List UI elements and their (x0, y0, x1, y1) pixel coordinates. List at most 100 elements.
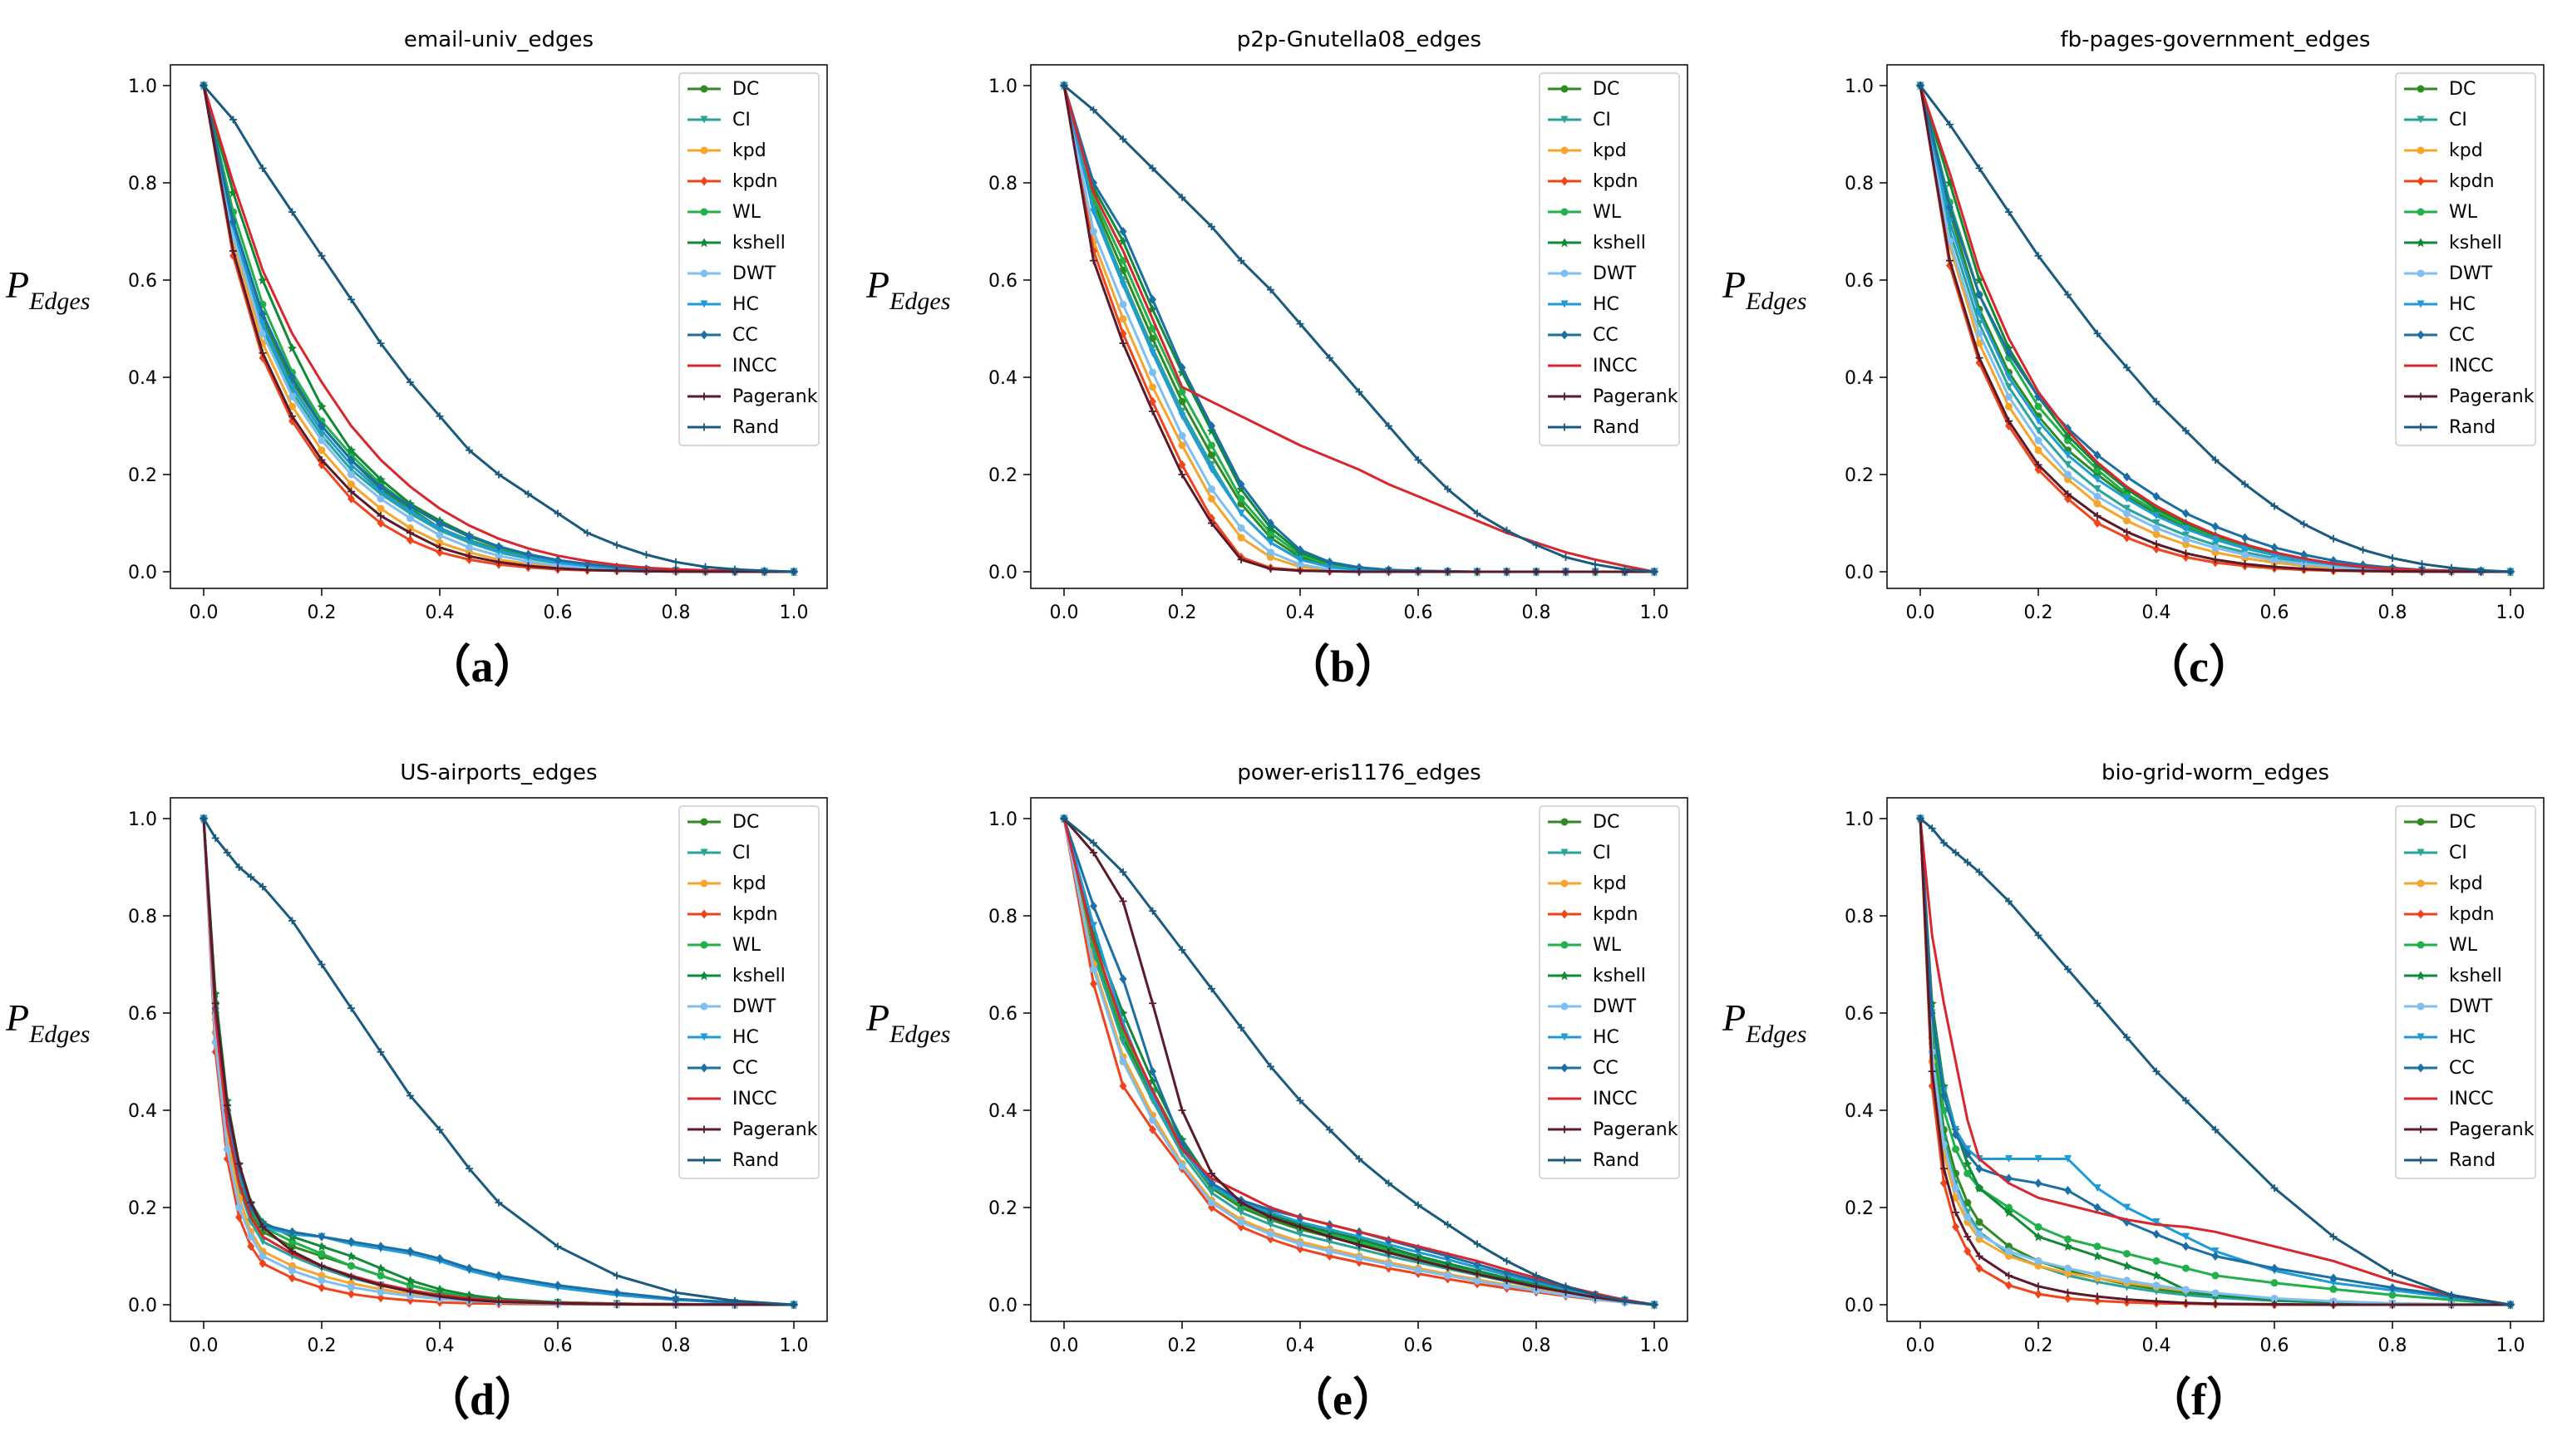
data-point (2211, 1252, 2220, 1261)
y-tick-label: 0.6 (128, 271, 157, 292)
data-point (2152, 1297, 2161, 1306)
data-point (466, 544, 473, 552)
data-point (1473, 1276, 1481, 1285)
legend-label: CI (2449, 110, 2467, 130)
x-tick-label: 1.0 (780, 603, 809, 623)
data-point (288, 1227, 296, 1237)
legend-entry: INCC (1548, 1089, 1638, 1109)
data-point (347, 487, 355, 495)
data-point (2064, 470, 2072, 479)
data-point (1916, 814, 1924, 823)
legend-label: WL (1593, 202, 1622, 223)
legend-entry: CI (2404, 843, 2467, 863)
data-point (1119, 897, 1127, 905)
legend-label: CI (732, 110, 751, 130)
data-point (2388, 1301, 2397, 1309)
data-point (288, 392, 296, 401)
data-point (1503, 1276, 1510, 1285)
data-point (1090, 922, 1097, 930)
data-point (1208, 519, 1215, 527)
data-point (2005, 1173, 2013, 1183)
y-tick-label: 0.2 (128, 465, 157, 486)
data-point (229, 247, 237, 255)
data-point (2033, 1232, 2043, 1242)
data-point (1296, 555, 1304, 563)
series-Pagerank (1916, 814, 2515, 1309)
series-Rand (200, 81, 798, 576)
legend-label: WL (1593, 935, 1622, 956)
data-point (2182, 1242, 2190, 1252)
y-tick-label: 0.0 (988, 1296, 1017, 1316)
legend-entry: Rand (687, 1150, 779, 1171)
panel-label: （f） (2146, 1375, 2251, 1424)
data-point (1939, 1164, 1948, 1173)
data-point (1208, 421, 1215, 430)
data-point (1208, 1198, 1215, 1207)
data-point (1650, 1301, 1658, 1309)
data-point (2270, 543, 2279, 553)
panel-label: （e） (1288, 1375, 1397, 1424)
legend-entry: kpdn (687, 171, 778, 192)
data-point (347, 1004, 355, 1012)
data-point (318, 1232, 326, 1242)
data-point (1355, 1232, 1363, 1241)
legend-entry: INCC (687, 1089, 777, 1109)
data-point (613, 541, 621, 549)
data-point (2241, 533, 2249, 543)
data-point (2093, 999, 2101, 1007)
data-point (2300, 564, 2308, 573)
legend: DC CI kpd kpdn WL kshell DWT HC CC INCC Pagerank Ra… (2395, 72, 2536, 446)
data-point (1503, 526, 1510, 534)
panel-label: （d） (425, 1375, 540, 1424)
data-point (377, 1293, 385, 1303)
legend-label: HC (1593, 294, 1619, 315)
x-tick-label: 0.0 (1906, 1335, 1935, 1356)
legend-entry: Rand (2404, 417, 2496, 438)
data-point (1237, 1218, 1245, 1227)
data-point (1562, 553, 1569, 561)
legend-label: DC (2449, 79, 2476, 100)
data-point (2093, 1242, 2101, 1251)
data-point (466, 537, 473, 545)
data-point (2063, 430, 2072, 440)
legend-label: kpdn (732, 171, 778, 192)
data-point (2211, 535, 2220, 544)
data-point (1326, 563, 1333, 571)
data-point (2123, 509, 2131, 518)
y-tick-label: 0.8 (988, 174, 1017, 194)
data-point (1178, 1162, 1186, 1170)
x-tick-label: 0.2 (1168, 1335, 1197, 1356)
data-point (1237, 534, 1245, 542)
data-point (2093, 492, 2101, 500)
data-point (2152, 1067, 2161, 1075)
data-point (2182, 525, 2190, 534)
legend-entry: CI (1548, 843, 1611, 863)
legend-label: INCC (732, 1089, 777, 1109)
data-point (377, 482, 385, 492)
legend-label: Pagerank (2449, 1119, 2535, 1140)
data-point (1090, 257, 1097, 265)
data-point (1237, 1208, 1245, 1217)
y-tick-label: 0.4 (128, 368, 157, 389)
legend-entry: WL (687, 202, 761, 223)
x-tick-label: 0.2 (2024, 603, 2053, 623)
y-axis-label: PEdges (865, 996, 950, 1048)
data-point (1975, 1230, 1983, 1238)
chart-title: p2p-Gnutella08_edges (1237, 27, 1481, 52)
data-point (347, 445, 356, 455)
legend-entry: DWT (687, 263, 776, 284)
data-point (2152, 491, 2161, 501)
legend-label: CI (1593, 110, 1611, 130)
data-point (495, 1198, 503, 1207)
data-point (2064, 291, 2072, 299)
data-point (2064, 423, 2072, 433)
data-point (2123, 1296, 2131, 1304)
legend-label: WL (732, 202, 761, 223)
data-point (1385, 1260, 1392, 1268)
data-point (1267, 1213, 1274, 1222)
data-point (1326, 1225, 1333, 1233)
data-point (495, 542, 503, 552)
data-point (259, 883, 267, 891)
axes-frame (170, 64, 828, 589)
y-tick-label: 1.0 (128, 76, 157, 97)
